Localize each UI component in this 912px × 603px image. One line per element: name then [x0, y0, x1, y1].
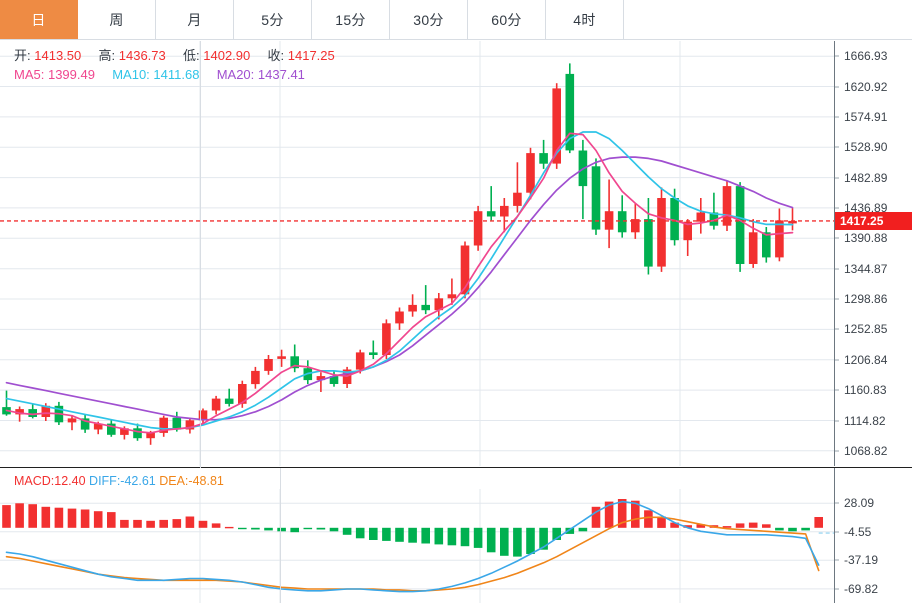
macd-legend: MACD:12.40 DIFF:-42.61 DEA:-48.81 [14, 474, 224, 488]
price-axis-tick [834, 359, 839, 361]
period-tab-2[interactable]: 月 [156, 0, 234, 39]
price-axis-label: 1436.89 [844, 200, 888, 215]
price-candlestick-pane[interactable] [0, 41, 834, 466]
price-axis-rule [834, 41, 835, 466]
period-tab-7[interactable]: 4时 [546, 0, 624, 39]
macd-axis-label: -69.82 [844, 581, 879, 596]
price-chart-svg [0, 41, 834, 466]
period-tab-3[interactable]: 5分 [234, 0, 312, 39]
pane-divider [0, 467, 912, 468]
price-axis-tick [834, 450, 839, 452]
diff-label: DIFF: [89, 474, 121, 488]
price-axis-tick [834, 328, 839, 330]
price-axis-label: 1114.82 [844, 413, 886, 428]
macd-axis-label: -4.55 [844, 524, 872, 539]
period-tab-4[interactable]: 15分 [312, 0, 390, 39]
period-tab-6[interactable]: 60分 [468, 0, 546, 39]
macd-axis: 28.09 -4.55 -37.19 -69.82 [834, 489, 912, 603]
price-axis-label: 1206.84 [844, 352, 888, 367]
price-axis-tick [834, 207, 839, 209]
period-tab-5[interactable]: 30分 [390, 0, 468, 39]
price-axis-tick [834, 298, 839, 300]
price-axis-tick [834, 55, 839, 57]
price-axis-tick [834, 420, 839, 421]
macd-axis-tick [834, 559, 839, 561]
price-axis-label: 1574.91 [844, 109, 888, 124]
price-axis-tick [834, 177, 839, 179]
macd-label: MACD: [14, 474, 55, 488]
macd-axis-tick [834, 588, 839, 590]
price-axis-tick [834, 86, 839, 87]
legend-separator-2 [280, 468, 281, 603]
price-axis-label: 1390.88 [844, 231, 888, 246]
price-axis-tick [834, 116, 839, 118]
macd-axis-label: -37.19 [844, 553, 879, 568]
macd-axis-tick [834, 531, 839, 533]
price-axis-label: 1620.92 [844, 79, 888, 94]
macd-axis-rule [834, 468, 835, 603]
macd-axis-label: 28.09 [844, 496, 875, 511]
current-price-tag: 1417.25 [834, 211, 912, 230]
price-axis-tick [834, 237, 839, 239]
macd-axis-tick [834, 502, 839, 504]
price-axis-tick [834, 268, 839, 270]
tab-bar-filler [624, 0, 912, 39]
price-axis: 1666.93 1620.92 1574.91 1528.90 1482.89 1436.… [834, 41, 912, 466]
legend-separator-1 [200, 41, 201, 468]
price-axis-label: 1528.90 [844, 140, 888, 155]
macd-indicator-pane[interactable] [0, 489, 834, 603]
price-axis-label: 1298.86 [844, 292, 888, 306]
price-axis-label: 1344.87 [844, 261, 888, 276]
price-axis-tick [834, 146, 839, 148]
price-axis-label: 1068.82 [844, 443, 888, 458]
price-axis-tick [834, 389, 839, 391]
price-axis-label: 1666.93 [844, 49, 888, 64]
period-tab-0[interactable]: 日 [0, 0, 78, 39]
macd-value: 12.40 [54, 474, 86, 488]
macd-chart-svg [0, 489, 834, 603]
diff-value: -42.61 [120, 474, 156, 488]
dea-label: DEA: [159, 474, 189, 488]
period-tab-1[interactable]: 周 [78, 0, 156, 39]
dea-value: -48.81 [188, 474, 224, 488]
price-axis-label: 1252.85 [844, 322, 888, 337]
price-axis-label: 1482.89 [844, 170, 888, 185]
price-axis-label: 1160.83 [844, 383, 887, 398]
period-tab-bar: 日周月 5分 15分 30分 60分 4时 [0, 0, 912, 40]
